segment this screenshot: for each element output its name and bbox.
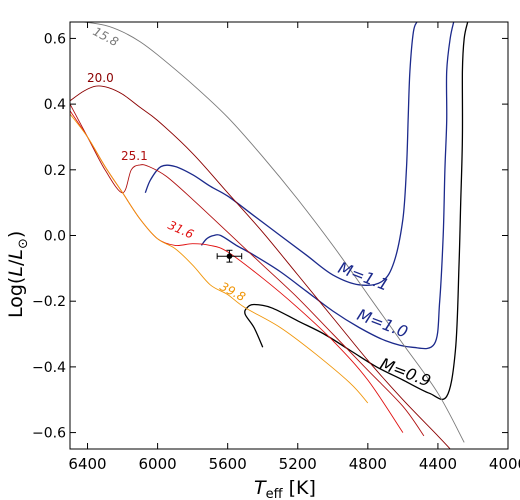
series-line-20-0 <box>70 85 451 449</box>
x-tick-label: 4800 <box>349 455 387 473</box>
label-20-0: 20.0 <box>87 71 114 85</box>
x-tick-label: 6000 <box>139 455 177 473</box>
ticks-layer: 6400 6000 5600 5200 4800 4400 4000 −0.6 −0.4 −0.2… <box>32 22 520 473</box>
observed-point-layer <box>216 249 243 263</box>
x-tick-label: 4400 <box>419 455 457 473</box>
observed-point <box>226 253 233 259</box>
curves-layer <box>70 22 469 449</box>
label-25-1: 25.1 <box>121 149 148 163</box>
plot-frame <box>69 21 509 450</box>
y-tick-label: −0.6 <box>32 426 66 442</box>
x-tick-label: 5200 <box>279 455 317 473</box>
series-line-M-1-0 <box>200 22 455 350</box>
series-line-M-0-9 <box>244 22 469 400</box>
label-15-8: 15.8 <box>91 24 121 49</box>
x-axis-title: Teff [K] <box>254 477 316 500</box>
y-tick-label: −0.2 <box>32 294 66 310</box>
y-tick-label: 0.2 <box>44 163 66 179</box>
series-line-25-1 <box>70 103 425 437</box>
label-31-6: 31.6 <box>166 218 196 242</box>
y-tick-label: −0.4 <box>32 360 66 376</box>
x-tick-label: 6400 <box>68 455 106 473</box>
label-m-1-0: M=1.0 <box>355 305 411 342</box>
y-tick-label: 0.6 <box>44 31 66 47</box>
series-line-39-8 <box>70 113 369 404</box>
x-tick-label: 5600 <box>209 455 247 473</box>
y-tick-label: 0.4 <box>44 97 66 113</box>
y-axis-title: Log(L/L⊙) <box>5 231 31 318</box>
series-line-M-1-1 <box>144 22 418 286</box>
label-39-8: 39.8 <box>218 279 248 304</box>
x-tick-label: 4000 <box>489 455 520 473</box>
y-tick-label: 0.0 <box>44 229 66 245</box>
label-m-0-9: M=0.9 <box>378 354 434 391</box>
series-line-15-8 <box>83 22 465 443</box>
